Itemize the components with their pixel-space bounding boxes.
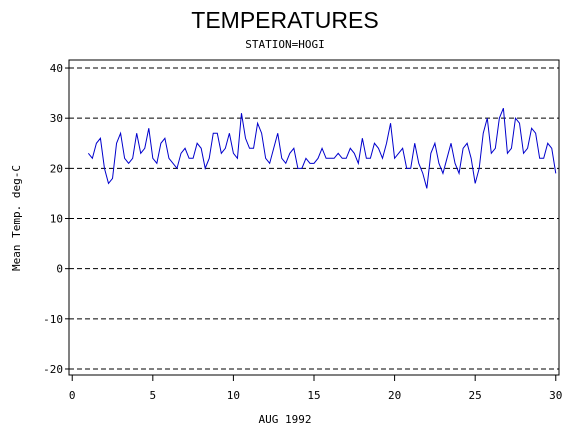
- x-tick-label: 0: [69, 389, 76, 402]
- y-tick-label: 40: [50, 62, 63, 75]
- x-tick-label: 10: [227, 389, 240, 402]
- x-tick-label: 20: [388, 389, 401, 402]
- y-tick-label: 10: [50, 213, 63, 226]
- data-line: [87, 107, 557, 189]
- x-tick-label: 30: [549, 389, 562, 402]
- x-tick-label: 5: [150, 389, 157, 402]
- chart-title: TEMPERATURES: [191, 7, 378, 33]
- y-tick-label: -20: [43, 363, 63, 376]
- plot-frame: [68, 59, 560, 376]
- y-tick-label: -10: [43, 313, 63, 326]
- x-tick-label: 15: [307, 389, 320, 402]
- x-axis-label: AUG 1992: [259, 413, 312, 426]
- y-axis-label: Mean Temp. deg-C: [10, 165, 23, 271]
- y-tick-label: 30: [50, 112, 63, 125]
- chart-subtitle: STATION=HOGI: [245, 38, 324, 51]
- x-tick-label: 25: [469, 389, 482, 402]
- y-tick-label: 20: [50, 162, 63, 175]
- y-tick-label: 0: [56, 263, 63, 276]
